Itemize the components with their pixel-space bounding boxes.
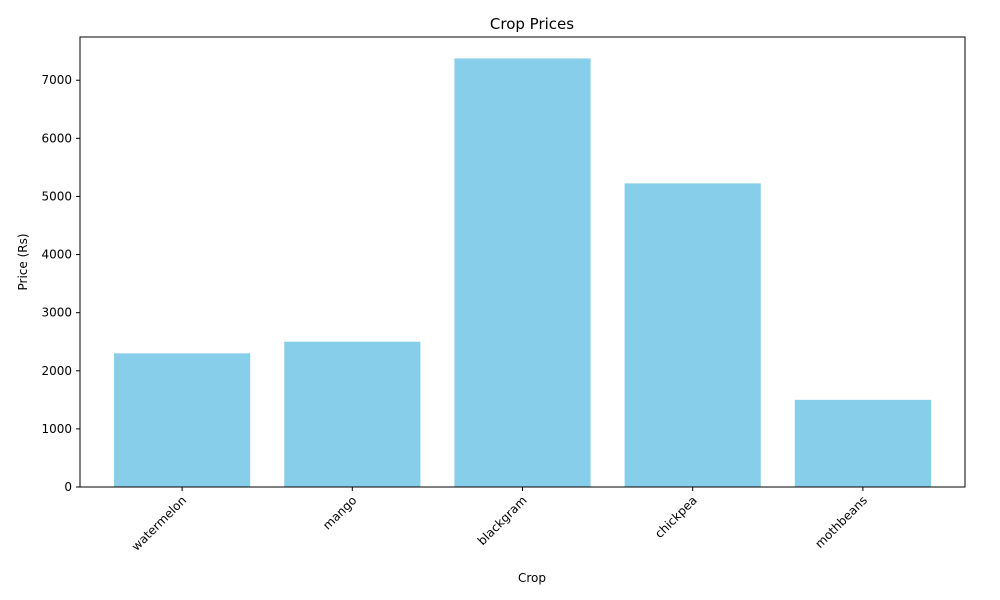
x-tick-label: blackgram xyxy=(475,493,530,548)
plot-frame xyxy=(79,36,966,488)
bar-blackgram xyxy=(454,58,591,487)
y-tick-label: 7000 xyxy=(41,73,72,87)
bar-mothbeans xyxy=(794,399,931,487)
y-tick-label: 2000 xyxy=(41,364,72,378)
y-tick-label: 3000 xyxy=(41,306,72,320)
x-axis-label: Crop xyxy=(518,571,546,585)
x-tick-label: mango xyxy=(320,493,359,532)
x-tick-label: watermelon xyxy=(129,493,189,553)
y-tick-label: 0 xyxy=(64,480,72,494)
x-axis-ticks: watermelon mango blackgram chickpea mothbean… xyxy=(129,487,870,554)
y-tick-label: 4000 xyxy=(41,248,72,262)
y-tick-label: 5000 xyxy=(41,189,72,203)
x-tick-label: mothbeans xyxy=(812,493,870,551)
bar-chickpea xyxy=(624,183,761,487)
y-axis-ticks: 0 1000 2000 3000 4000 5000 6000 7000 xyxy=(41,73,80,494)
x-tick-label: chickpea xyxy=(652,493,700,541)
y-axis-label: Price (Rs) xyxy=(16,233,30,290)
chart-title: Crop Prices xyxy=(490,15,574,33)
y-tick-label: 6000 xyxy=(41,131,72,145)
bars-group xyxy=(114,58,931,487)
bar-mango xyxy=(284,341,421,487)
y-tick-label: 1000 xyxy=(41,422,72,436)
bar-watermelon xyxy=(114,353,251,487)
